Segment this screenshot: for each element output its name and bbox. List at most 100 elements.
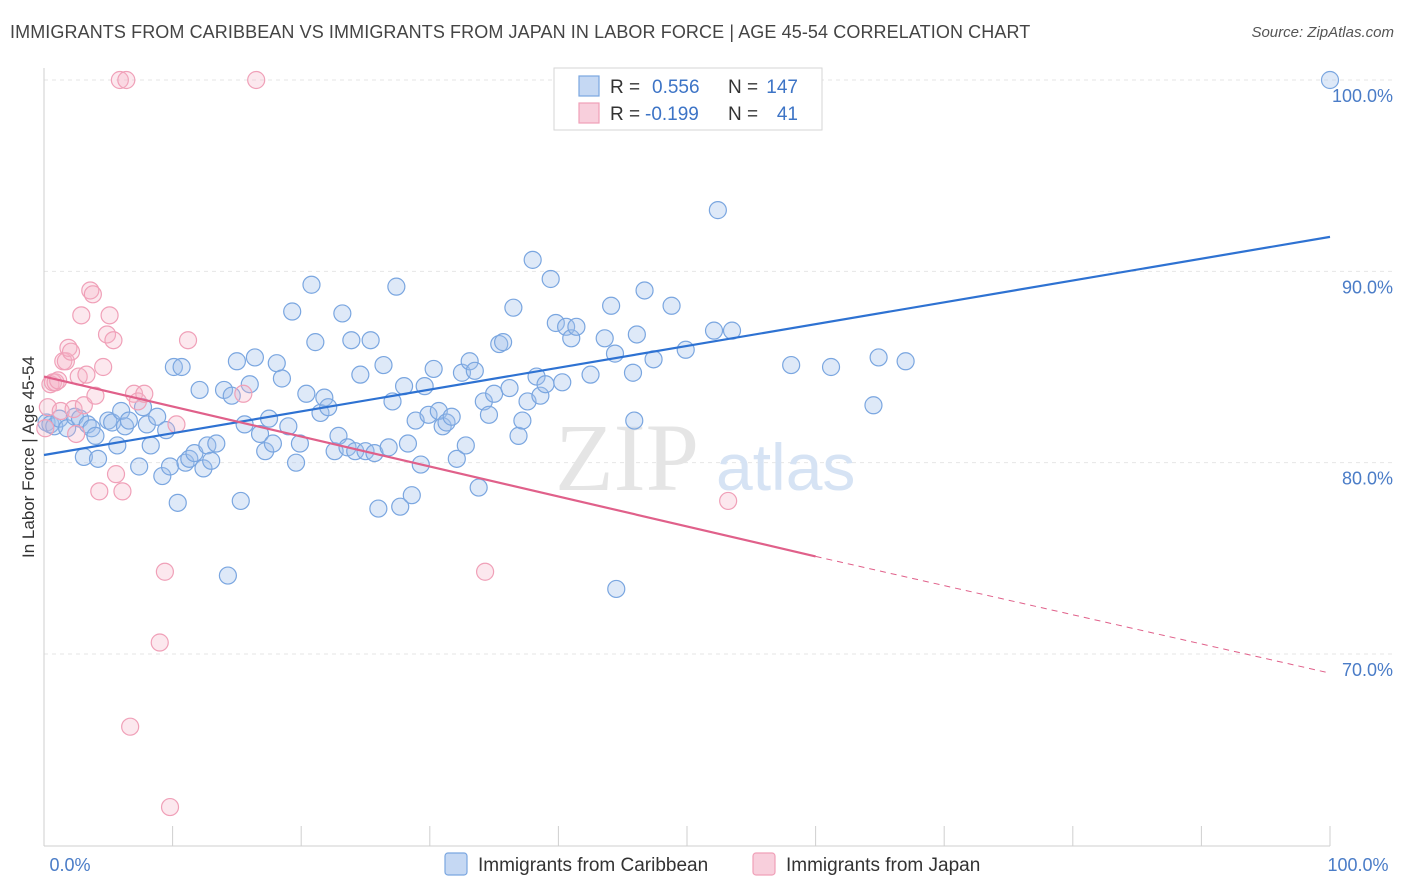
caribbean-point-48 — [263, 434, 283, 453]
legend-swatch-caribbean — [578, 75, 600, 97]
caribbean-point-127 — [708, 201, 727, 220]
japan-point-0 — [36, 419, 55, 438]
y-tick-label-100: 100.0% — [1332, 86, 1393, 106]
caribbean-point-87 — [437, 413, 456, 432]
caribbean-point-32 — [190, 380, 209, 400]
caribbean-point-23 — [153, 466, 172, 486]
grid — [44, 79, 1394, 655]
caribbean-point-11 — [88, 449, 108, 468]
caribbean-point-49 — [267, 354, 286, 373]
caribbean-point-44 — [245, 348, 265, 367]
caribbean-point-121 — [627, 325, 646, 344]
source-label: Source: ZipAtlas.com — [1251, 24, 1394, 41]
legend-n-value-2: 41 — [777, 104, 798, 125]
caribbean-point-122 — [635, 281, 654, 300]
caribbean-point-100 — [500, 378, 519, 398]
y-tick-label-90: 90.0% — [1342, 277, 1393, 297]
japan-point-28 — [117, 70, 136, 90]
caribbean-point-55 — [297, 384, 316, 403]
caribbean-point-17 — [119, 411, 138, 430]
caribbean-point-72 — [374, 355, 393, 375]
points-layer — [36, 70, 1340, 817]
caribbean-point-21 — [141, 436, 160, 455]
japan-point-33 — [150, 633, 169, 652]
x-axis-ticks — [43, 826, 1331, 846]
japan-point-24 — [104, 331, 123, 350]
caribbean-point-114 — [567, 317, 586, 336]
caribbean-point-52 — [283, 302, 302, 321]
japan-point-11 — [64, 399, 83, 419]
legend-swatch-japan — [578, 102, 600, 124]
caribbean-point-110 — [546, 313, 565, 333]
caribbean-point-67 — [351, 365, 370, 384]
japan-point-16 — [77, 365, 96, 384]
caribbean-point-50 — [272, 369, 292, 388]
caribbean-point-134 — [1320, 70, 1340, 90]
caribbean-point-22 — [148, 407, 167, 426]
caribbean-point-38 — [218, 566, 237, 585]
caribbean-point-15 — [112, 401, 131, 421]
japan-point-41 — [719, 491, 738, 511]
caribbean-point-54 — [290, 434, 310, 453]
caribbean-point-46 — [256, 442, 275, 461]
bottom-legend-swatch-japan — [752, 852, 776, 876]
caribbean-point-71 — [369, 499, 388, 518]
caribbean-point-63 — [333, 304, 352, 323]
caribbean-point-135 — [607, 579, 626, 599]
caribbean-point-88 — [442, 407, 461, 426]
caribbean-point-109 — [541, 269, 560, 289]
caribbean-point-133 — [896, 352, 915, 371]
legend-n-value-1: 147 — [766, 77, 798, 98]
caribbean-point-129 — [782, 355, 801, 375]
japan-point-27 — [113, 482, 132, 501]
caribbean-point-131 — [864, 396, 883, 415]
caribbean-point-93 — [465, 361, 484, 380]
trend-line-japan — [43, 375, 816, 558]
japan-point-38 — [234, 384, 253, 403]
caribbean-point-33 — [194, 459, 213, 478]
bottom-legend-label-japan: Immigrants from Japan — [786, 855, 980, 876]
legend-r-value-1: 0.556 — [652, 77, 700, 98]
caribbean-point-130 — [821, 357, 841, 377]
legend-n-label-1: N = — [728, 77, 758, 98]
x-tick-label-max: 100.0% — [1327, 855, 1388, 875]
japan-point-23 — [100, 306, 119, 325]
caribbean-point-126 — [704, 321, 724, 340]
x-tick-label-min: 0.0% — [49, 855, 90, 875]
caribbean-point-14 — [108, 436, 127, 455]
japan-point-12 — [67, 424, 86, 444]
caribbean-point-34 — [198, 436, 217, 455]
watermark-atlas: atlas — [716, 430, 855, 504]
caribbean-point-78 — [398, 434, 418, 453]
japan-point-36 — [167, 415, 186, 434]
caribbean-point-124 — [662, 296, 681, 315]
trend-lines — [43, 235, 1331, 674]
caribbean-point-56 — [302, 275, 321, 294]
caribbean-point-89 — [447, 449, 466, 468]
caribbean-point-120 — [625, 411, 644, 430]
caribbean-point-28 — [172, 357, 191, 377]
chart-title: IMMIGRANTS FROM CARIBBEAN VS IMMIGRANTS … — [10, 22, 1031, 42]
caribbean-point-75 — [387, 277, 406, 296]
caribbean-point-26 — [164, 357, 183, 377]
japan-point-21 — [94, 357, 113, 377]
legend: R = 0.556 N = 147 R = -0.199 N = 41 — [553, 67, 823, 131]
trend-line-japan-extension — [815, 555, 1331, 674]
japan-point-25 — [106, 465, 126, 484]
caribbean-point-96 — [479, 405, 499, 424]
caribbean-point-45 — [250, 424, 270, 444]
caribbean-point-115 — [581, 365, 600, 384]
caribbean-point-101 — [504, 298, 523, 317]
y-tick-label-70: 70.0% — [1342, 660, 1393, 680]
caribbean-point-69 — [361, 331, 380, 350]
caribbean-point-83 — [419, 405, 438, 424]
legend-r-value-2: -0.199 — [645, 104, 699, 125]
caribbean-point-41 — [231, 491, 250, 511]
caribbean-point-111 — [553, 373, 572, 392]
caribbean-point-59 — [315, 388, 334, 407]
caribbean-point-113 — [562, 329, 581, 348]
trend-line-caribbean — [43, 235, 1331, 457]
caribbean-point-57 — [306, 333, 325, 352]
caribbean-point-43 — [240, 375, 259, 394]
